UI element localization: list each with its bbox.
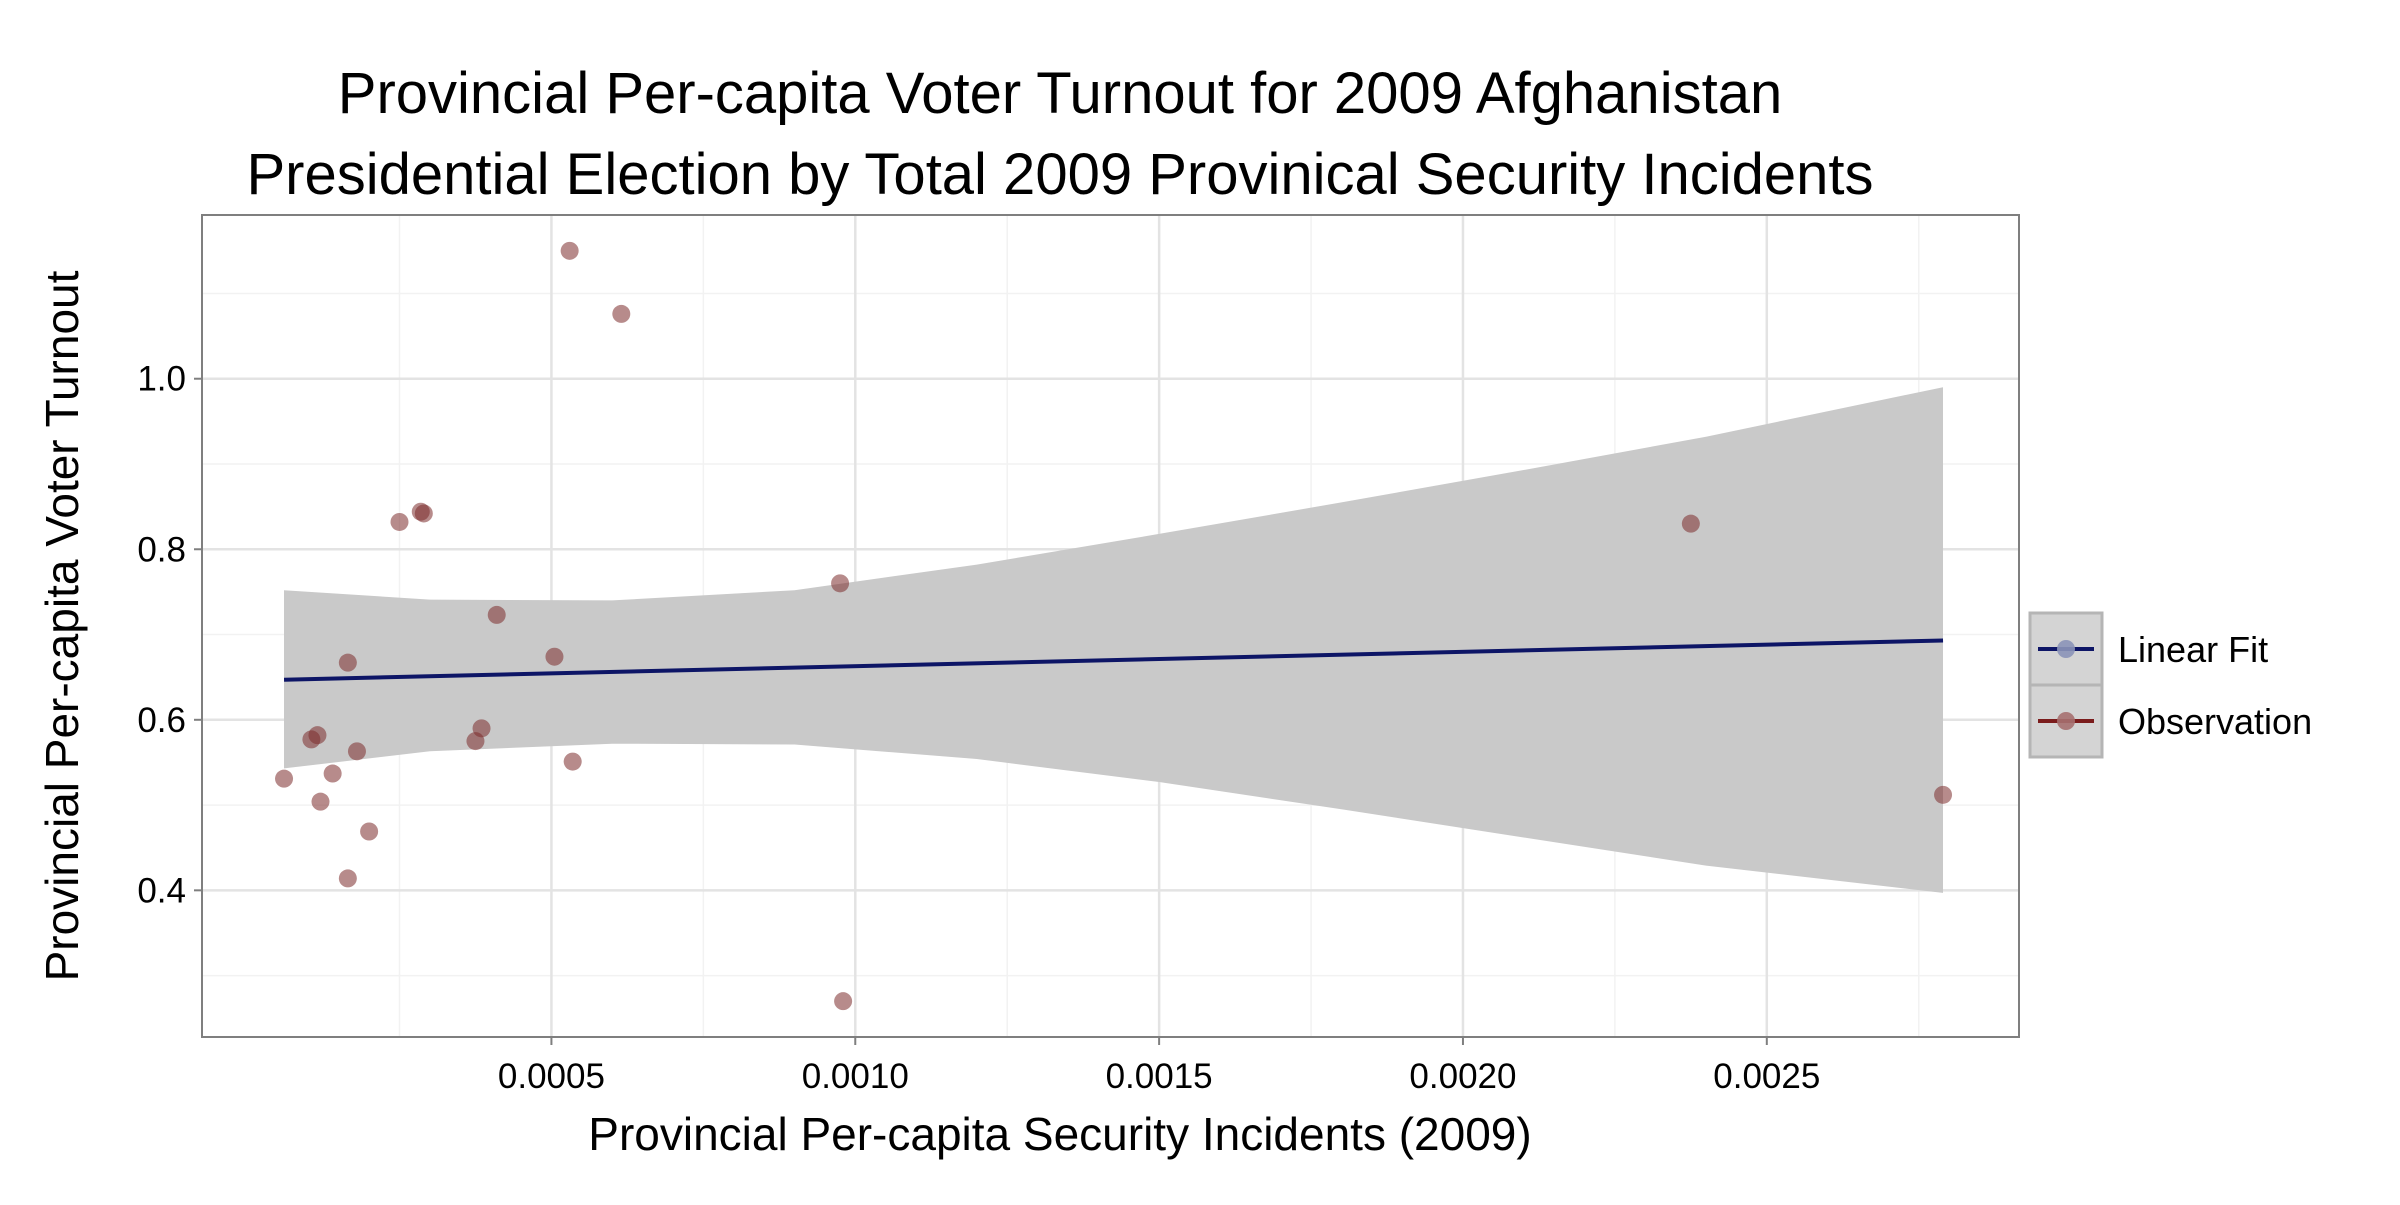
x-axis-label: Provincial Per-capita Security Incidents…	[588, 1108, 1531, 1160]
linear-fit-line	[283, 638, 1944, 682]
observation-point	[563, 752, 582, 771]
observation-point	[311, 792, 330, 811]
observation-point	[347, 742, 366, 761]
observation-point	[831, 574, 850, 593]
observation-point	[1681, 514, 1700, 533]
y-tick-label: 0.8	[137, 530, 186, 569]
legend-key-point	[2057, 712, 2075, 730]
confidence-band-layer	[284, 387, 1943, 893]
x-tick-label: 0.0005	[498, 1057, 605, 1096]
legend-label: Linear Fit	[2118, 629, 2268, 670]
chart-title-line-2: Presidential Election by Total 2009 Prov…	[246, 142, 1873, 207]
x-tick-label: 0.0020	[1409, 1057, 1516, 1096]
y-axis-ticks: 0.4 0.6 0.8 1.0	[137, 360, 202, 910]
legend-label: Observation	[2118, 701, 2312, 742]
x-tick-label: 0.0015	[1106, 1057, 1213, 1096]
x-tick-label: 0.0010	[802, 1057, 909, 1096]
observation-point	[390, 512, 409, 531]
observation-point	[612, 304, 631, 323]
observation-point	[338, 869, 357, 888]
legend: Linear Fit Observation	[2028, 611, 2312, 759]
observation-point	[834, 992, 853, 1011]
fit-line-layer	[283, 638, 1944, 682]
x-axis-ticks: 0.0005 0.0010 0.0015 0.0020 0.0025	[498, 1037, 1820, 1096]
observation-point	[414, 504, 433, 523]
x-tick-label: 0.0025	[1713, 1057, 1820, 1096]
y-axis-label: Provincial Per-capita Voter Turnout	[36, 270, 88, 981]
observation-point	[308, 726, 327, 745]
y-tick-label: 0.4	[137, 871, 186, 910]
points-layer	[275, 241, 1953, 1011]
observation-point	[560, 241, 579, 260]
observation-point	[472, 719, 491, 738]
chart-title-line-1: Provincial Per-capita Voter Turnout for …	[338, 61, 1782, 126]
plot-border	[201, 214, 2020, 1038]
observation-point	[360, 822, 379, 841]
y-tick-label: 0.6	[137, 701, 186, 740]
observation-point	[545, 647, 564, 666]
confidence-band	[284, 387, 1943, 893]
y-tick-label: 1.0	[137, 360, 186, 399]
observation-point	[487, 605, 506, 624]
observation-point	[338, 653, 357, 672]
legend-key-point	[2057, 640, 2075, 658]
observation-point	[275, 769, 294, 788]
observation-point	[323, 764, 342, 783]
observation-point	[1934, 785, 1953, 804]
